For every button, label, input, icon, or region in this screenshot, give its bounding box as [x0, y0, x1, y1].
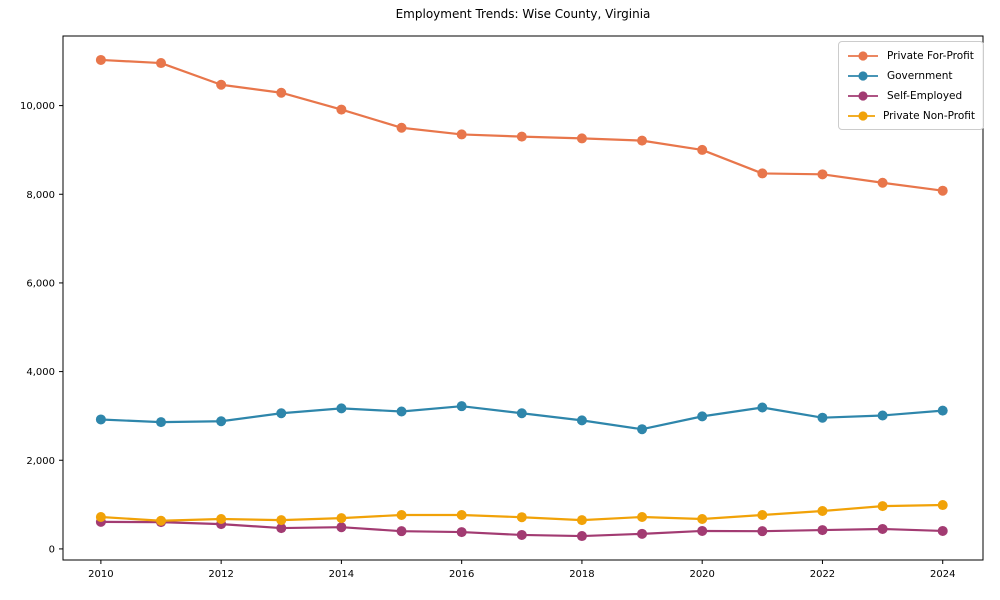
- data-point-private-for-profit: [396, 122, 407, 133]
- data-point-private-for-profit: [637, 135, 648, 146]
- data-point-government: [637, 424, 648, 435]
- data-point-private-non-profit: [516, 512, 527, 523]
- data-point-government: [156, 417, 167, 428]
- data-point-private-non-profit: [576, 515, 587, 526]
- legend-label: Self-Employed: [887, 89, 963, 102]
- data-point-government: [95, 414, 106, 425]
- data-point-private-for-profit: [697, 144, 708, 155]
- data-point-self-employed: [276, 523, 287, 534]
- data-point-private-for-profit: [576, 133, 587, 144]
- y-tick-label: 8,000: [26, 190, 55, 201]
- data-point-self-employed: [937, 525, 948, 536]
- legend-label: Private For-Profit: [887, 49, 974, 62]
- data-point-private-for-profit: [336, 104, 347, 115]
- legend-label: Government: [887, 69, 953, 82]
- plot-border: [62, 35, 984, 561]
- data-point-self-employed: [456, 527, 467, 538]
- x-tick-label: 2024: [930, 569, 955, 580]
- data-point-government: [576, 415, 587, 426]
- x-tick-label: 2022: [810, 569, 835, 580]
- data-point-private-non-profit: [757, 510, 768, 521]
- data-point-private-for-profit: [757, 168, 768, 179]
- data-point-private-non-profit: [276, 515, 287, 526]
- x-tick-label: 2010: [88, 569, 113, 580]
- legend-line-marker-icon: [848, 70, 878, 81]
- data-point-private-for-profit: [937, 185, 948, 196]
- data-point-government: [697, 411, 708, 422]
- data-point-government: [336, 403, 347, 414]
- legend-line-marker-icon: [848, 50, 878, 61]
- x-tick-label: 2012: [208, 569, 233, 580]
- legend-item-private-for-profit: Private For-Profit: [847, 49, 975, 62]
- series-line-private-for-profit: [99, 58, 944, 192]
- legend: Private For-Profit Government Self-Emplo…: [838, 41, 984, 130]
- data-point-private-non-profit: [877, 501, 888, 512]
- x-tick-label: 2018: [569, 569, 594, 580]
- data-point-self-employed: [697, 525, 708, 536]
- data-point-private-non-profit: [216, 513, 227, 524]
- data-point-government: [216, 416, 227, 427]
- data-point-self-employed: [817, 525, 828, 536]
- legend-item-private-non-profit: Private Non-Profit: [847, 109, 975, 122]
- data-point-private-non-profit: [697, 513, 708, 524]
- legend-label: Private Non-Profit: [882, 109, 975, 122]
- data-point-private-non-profit: [817, 506, 828, 517]
- y-tick-label: 6,000: [26, 278, 55, 289]
- data-point-private-for-profit: [216, 79, 227, 90]
- data-point-government: [937, 405, 948, 416]
- data-point-private-for-profit: [156, 58, 167, 69]
- data-point-private-for-profit: [516, 131, 527, 142]
- data-point-private-non-profit: [396, 510, 407, 521]
- data-point-self-employed: [516, 529, 527, 540]
- data-point-self-employed: [877, 523, 888, 534]
- data-point-private-for-profit: [276, 87, 287, 98]
- data-point-private-non-profit: [336, 513, 347, 524]
- legend-line-marker-icon: [848, 110, 875, 121]
- y-tick-label: 10,000: [20, 101, 55, 112]
- data-point-self-employed: [757, 526, 768, 537]
- y-tick-label: 0: [49, 544, 55, 555]
- data-point-government: [516, 408, 527, 419]
- data-point-government: [757, 402, 768, 413]
- data-point-private-non-profit: [156, 515, 167, 526]
- data-point-private-non-profit: [456, 510, 467, 521]
- data-point-self-employed: [576, 531, 587, 542]
- data-point-self-employed: [336, 522, 347, 533]
- data-point-private-non-profit: [937, 500, 948, 511]
- y-tick-label: 2,000: [26, 456, 55, 467]
- chart-title: Employment Trends: Wise County, Virginia: [395, 7, 651, 21]
- data-point-government: [456, 401, 467, 412]
- data-point-private-for-profit: [817, 169, 828, 180]
- data-point-private-non-profit: [637, 511, 648, 522]
- data-point-private-for-profit: [95, 54, 106, 65]
- data-point-government: [817, 412, 828, 423]
- data-point-private-for-profit: [456, 129, 467, 140]
- x-tick-label: 2020: [689, 569, 714, 580]
- data-point-government: [276, 408, 287, 419]
- data-point-government: [396, 406, 407, 417]
- x-tick-label: 2014: [329, 569, 354, 580]
- data-point-private-for-profit: [877, 177, 888, 188]
- legend-item-government: Government: [847, 69, 975, 82]
- legend-item-self-employed: Self-Employed: [847, 89, 975, 102]
- x-tick-label: 2016: [449, 569, 474, 580]
- y-tick-label: 4,000: [26, 367, 55, 378]
- data-point-self-employed: [396, 526, 407, 537]
- data-point-government: [877, 410, 888, 421]
- data-point-self-employed: [637, 528, 648, 539]
- data-point-private-non-profit: [95, 511, 106, 522]
- legend-line-marker-icon: [848, 90, 878, 101]
